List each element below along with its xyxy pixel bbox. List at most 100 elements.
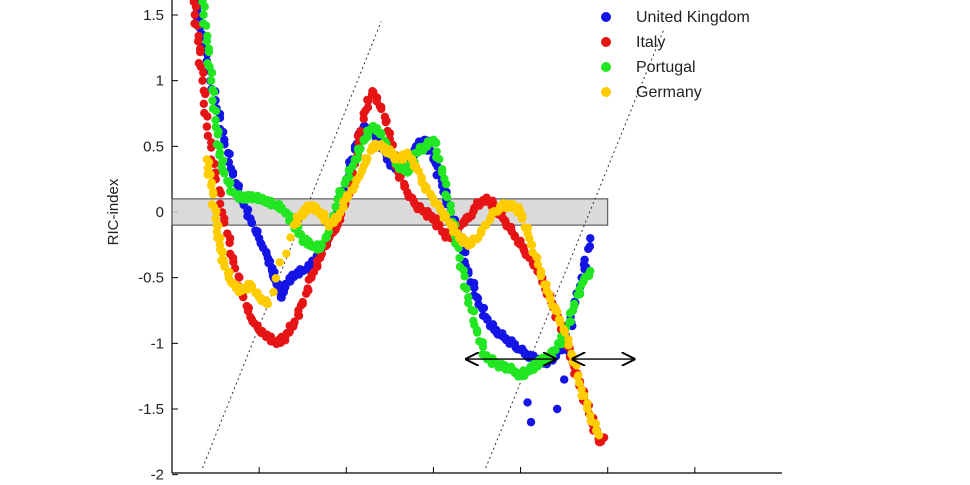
data-point <box>201 21 211 30</box>
data-point <box>482 315 492 324</box>
reference-line <box>485 27 665 469</box>
data-point <box>377 104 386 114</box>
y-tick-label: 0 <box>156 204 164 221</box>
data-point <box>207 181 216 190</box>
legend: United Kingdom Italy Portugal Germany <box>601 9 750 101</box>
data-point <box>343 192 353 202</box>
data-point <box>207 68 217 77</box>
data-point <box>552 404 562 414</box>
data-point <box>455 253 464 263</box>
data-point <box>363 154 372 163</box>
data-point <box>552 307 562 316</box>
threshold-band <box>171 198 609 226</box>
y-tick-label: 1 <box>156 73 164 90</box>
data-point <box>211 214 220 223</box>
data-point <box>564 341 573 350</box>
y-tick-label: -0.5 <box>138 270 164 287</box>
data-point <box>545 293 554 303</box>
data-point <box>594 431 604 440</box>
data-point <box>364 96 373 105</box>
data-point <box>591 419 601 428</box>
data-point <box>435 155 444 164</box>
data-point <box>292 218 302 228</box>
data-point <box>404 167 413 176</box>
data-point <box>275 258 284 267</box>
legend-label: Portugal <box>636 59 696 76</box>
data-point <box>282 249 291 258</box>
data-point <box>485 214 495 224</box>
data-point <box>525 234 534 243</box>
data-point <box>460 272 469 281</box>
legend-label: Germany <box>636 84 702 101</box>
threshold-band-rect <box>171 198 609 226</box>
legend-label: Italy <box>636 34 665 51</box>
data-point <box>478 342 488 352</box>
data-point <box>422 183 431 192</box>
reference-lines <box>202 21 665 469</box>
data-point <box>212 207 221 216</box>
data-point <box>469 307 479 316</box>
data-point <box>441 211 451 221</box>
data-point <box>345 173 354 182</box>
data-point <box>435 220 444 230</box>
y-tick-label: -2 <box>151 467 164 484</box>
data-point <box>442 179 451 189</box>
data-point <box>303 284 312 293</box>
y-axis-label: RIC-index <box>105 178 122 245</box>
legend-marker <box>601 12 611 22</box>
data-point <box>586 266 595 276</box>
data-point <box>213 130 223 139</box>
data-point <box>199 68 208 77</box>
data-point <box>353 154 362 163</box>
data-point <box>356 144 365 153</box>
y-tick-label: 0.5 <box>143 138 164 155</box>
data-point <box>225 179 234 189</box>
data-point <box>517 214 527 224</box>
data-point <box>204 47 214 57</box>
data-point <box>290 317 299 326</box>
legend-marker <box>601 62 611 72</box>
data-point <box>207 76 216 85</box>
data-point <box>566 317 575 326</box>
data-point <box>385 129 395 138</box>
data-point <box>286 233 295 242</box>
data-point <box>206 170 215 179</box>
data-point <box>526 417 536 427</box>
data-point <box>203 112 212 121</box>
data-point <box>559 375 569 384</box>
data-point <box>203 131 213 141</box>
data-point <box>580 391 589 400</box>
data-point <box>208 96 217 105</box>
data-point <box>229 257 238 267</box>
data-point <box>211 106 221 116</box>
y-tick-label: -1 <box>151 335 164 352</box>
data-point <box>336 187 346 196</box>
data-point <box>585 242 595 251</box>
data-point <box>209 87 219 97</box>
data-point <box>209 190 218 199</box>
data-point <box>198 76 207 85</box>
x-axis <box>172 467 782 474</box>
data-point <box>195 47 205 57</box>
data-point <box>216 233 225 243</box>
data-point <box>464 298 473 308</box>
data-point <box>298 297 307 307</box>
y-tick-label: 1.5 <box>143 7 164 24</box>
data-point <box>407 155 417 164</box>
data-point <box>533 260 543 269</box>
data-point <box>577 385 586 394</box>
data-point <box>247 282 257 291</box>
data-point <box>193 37 203 46</box>
data-point <box>215 142 224 151</box>
data-point <box>381 117 390 127</box>
data-point <box>542 280 551 289</box>
data-point <box>586 234 595 243</box>
data-point <box>472 328 482 337</box>
data-point <box>331 202 340 211</box>
data-point <box>285 328 294 337</box>
data-point <box>216 189 226 198</box>
data-point <box>215 199 225 208</box>
data-point <box>570 299 579 309</box>
y-axis: 1.5 1 0.5 0 -0.5 -1 -1.5 -2 <box>138 0 178 484</box>
data-point <box>220 262 229 272</box>
